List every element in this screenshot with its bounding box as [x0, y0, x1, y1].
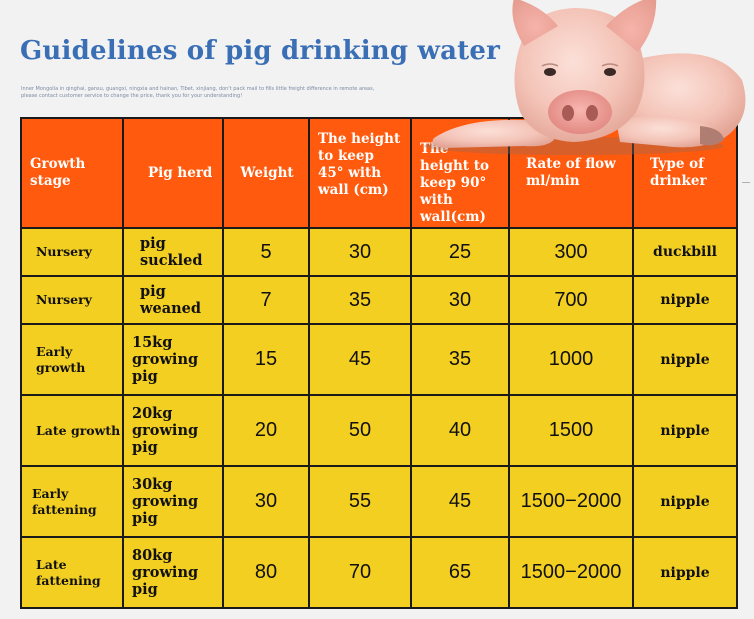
guidelines-table: Growth stage Pig herd Weight The height … [20, 117, 738, 609]
cell-growth-stage: Late fattening [22, 538, 122, 607]
cell-weight: 20 [224, 396, 308, 465]
cell-height-90: 65 [412, 538, 508, 607]
table-row: Nursery pig weaned 7 35 30 700 nipple [22, 277, 736, 323]
cell-weight: 15 [224, 325, 308, 394]
cell-drinker-type: nipple [634, 538, 736, 607]
cell-height-45: 50 [310, 396, 410, 465]
cell-flow-rate: 1500−2000 [510, 538, 632, 607]
cell-drinker-type: nipple [634, 467, 736, 536]
cell-drinker-type: nipple [634, 396, 736, 465]
table-row: Early growth 15kg growing pig 15 45 35 1… [22, 325, 736, 394]
table-row: Late fattening 80kg growing pig 80 70 65… [22, 538, 736, 607]
cell-height-45: 30 [310, 229, 410, 275]
cell-pig-herd: 30kg growing pig [124, 467, 222, 536]
cell-height-90: 45 [412, 467, 508, 536]
cell-height-45: 45 [310, 325, 410, 394]
cell-drinker-type: duckbill [634, 229, 736, 275]
cell-height-45: 70 [310, 538, 410, 607]
page-title: Guidelines of pig drinking water [20, 36, 501, 66]
cell-pig-herd: 20kg growing pig [124, 396, 222, 465]
cell-growth-stage: Late growth [22, 396, 122, 465]
cell-pig-herd: pig suckled [124, 229, 222, 275]
cell-flow-rate: 1500 [510, 396, 632, 465]
header-pig-herd: Pig herd [124, 119, 222, 227]
piglet-photo-icon [424, 0, 746, 155]
edge-mark [742, 182, 750, 183]
cell-height-90: 25 [412, 229, 508, 275]
cell-weight: 7 [224, 277, 308, 323]
table-row: Nursery pig suckled 5 30 25 300 duckbill [22, 229, 736, 275]
cell-growth-stage: Nursery [22, 277, 122, 323]
cell-drinker-type: nipple [634, 325, 736, 394]
drinking-water-table: Growth stage Pig herd Weight The height … [20, 117, 738, 609]
cell-flow-rate: 1500−2000 [510, 467, 632, 536]
header-height-45: The height to keep 45° with wall (cm) [310, 119, 410, 227]
header-growth-stage: Growth stage [22, 119, 122, 227]
cell-growth-stage: Nursery [22, 229, 122, 275]
cell-height-45: 35 [310, 277, 410, 323]
cell-height-90: 35 [412, 325, 508, 394]
cell-weight: 30 [224, 467, 308, 536]
cell-height-90: 30 [412, 277, 508, 323]
cell-flow-rate: 700 [510, 277, 632, 323]
cell-growth-stage: Early growth [22, 325, 122, 394]
cell-pig-herd: 80kg growing pig [124, 538, 222, 607]
cell-weight: 5 [224, 229, 308, 275]
cell-height-45: 55 [310, 467, 410, 536]
cell-pig-herd: 15kg growing pig [124, 325, 222, 394]
table-row: Early fattening 30kg growing pig 30 55 4… [22, 467, 736, 536]
cell-growth-stage: Early fattening [22, 467, 122, 536]
table-row: Late growth 20kg growing pig 20 50 40 15… [22, 396, 736, 465]
cell-weight: 80 [224, 538, 308, 607]
cell-pig-herd: pig weaned [124, 277, 222, 323]
shipping-note: Inner Mongolia in qinghai, gansu, guangx… [21, 86, 375, 99]
cell-height-90: 40 [412, 396, 508, 465]
cell-drinker-type: nipple [634, 277, 736, 323]
cell-flow-rate: 1000 [510, 325, 632, 394]
cell-flow-rate: 300 [510, 229, 632, 275]
header-weight: Weight [224, 119, 308, 227]
